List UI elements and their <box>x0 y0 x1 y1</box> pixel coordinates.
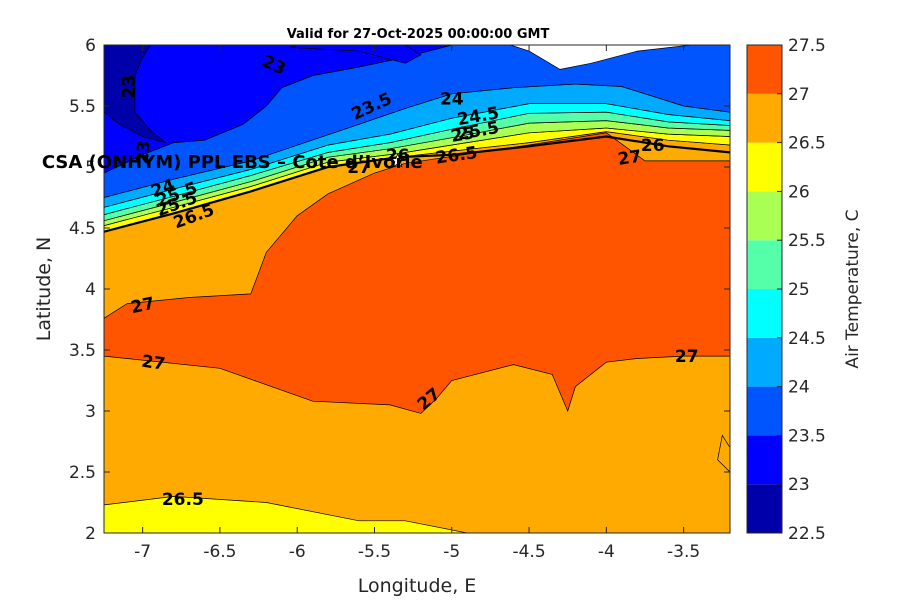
colorbar-tick-label: 24.5 <box>788 329 826 349</box>
colorbar: 22.5 23 23.5 24 24.5 25 25.5 26 26.5 27 27.5 <box>746 36 826 544</box>
x-tick-label: -5 <box>443 542 460 562</box>
colorbar-segment <box>747 435 782 485</box>
contour-label: 23 <box>120 75 140 99</box>
chart-title: Valid for 27-Oct-2025 00:00:00 GMT <box>287 27 550 42</box>
colorbar-tick-label: 26.5 <box>788 134 826 154</box>
colorbar-tick-label: 27 <box>788 85 810 105</box>
contour-label: 26.5 <box>162 490 204 510</box>
colorbar-segment <box>747 93 782 143</box>
y-tick-label: 5.5 <box>69 97 96 117</box>
colorbar-tick-label: 23.5 <box>788 426 826 446</box>
colorbar-tick-label: 25.5 <box>788 231 826 251</box>
site-label: CSA (ONHYM) PPL EBS – Cote d’Ivorie <box>42 152 423 173</box>
contour-band-3 <box>717 434 730 473</box>
contour-label: 26 <box>641 136 665 156</box>
contour-label: 23 <box>133 140 155 165</box>
colorbar-tick-label: 25 <box>788 280 810 300</box>
y-tick-label: 6 <box>85 36 96 56</box>
contour-band-12 <box>289 45 422 64</box>
x-tick-label: -6.5 <box>203 542 236 562</box>
y-tick-label: 3.5 <box>69 341 96 361</box>
contour-band-10 <box>104 45 452 174</box>
colorbar-segment <box>747 240 782 289</box>
colorbar-tick-label: 27.5 <box>788 36 826 56</box>
x-tick-label: -4 <box>598 542 615 562</box>
colorbar-segment <box>747 289 782 338</box>
y-tick-label: 4 <box>85 280 96 300</box>
y-tick-label: 2 <box>85 524 96 544</box>
x-tick-label: -7 <box>134 542 151 562</box>
contour-band-11 <box>104 45 167 143</box>
x-tick-label: -3.5 <box>667 542 700 562</box>
y-axis-label: Latitude, N <box>33 237 55 342</box>
y-tick-label: 2.5 <box>69 463 96 483</box>
contour-label: 24 <box>440 90 464 110</box>
contour-band-1 <box>104 132 730 414</box>
site-star-marker <box>389 152 406 168</box>
x-tick-label: -5.5 <box>358 542 391 562</box>
contour-label: 25 <box>449 123 476 147</box>
contour-label: 27 <box>129 294 156 318</box>
x-tick-label: -4.5 <box>512 542 545 562</box>
colorbar-segment <box>747 191 782 241</box>
colorbar-segment <box>747 142 782 192</box>
colorbar-tick-label: 22.5 <box>788 524 826 544</box>
contour-label: 27 <box>140 352 166 375</box>
contour-label: 27 <box>675 347 699 367</box>
x-tick-label: -6 <box>289 542 306 562</box>
colorbar-segment <box>747 45 782 94</box>
plot-area <box>103 44 731 534</box>
x-axis-label: Longitude, E <box>358 575 477 597</box>
colorbar-segment <box>747 484 782 533</box>
colorbar-tick-label: 24 <box>788 378 810 398</box>
colorbar-segment <box>747 386 782 436</box>
colorbar-tick-label: 23 <box>788 475 810 495</box>
colorbar-tick-label: 26 <box>788 182 810 202</box>
coastline <box>104 135 730 233</box>
colorbar-label: Air Temperature, C <box>843 209 863 368</box>
contour-label: 27 <box>347 158 371 178</box>
contour-band-2 <box>104 496 468 533</box>
y-tick-label: 4.5 <box>69 219 96 239</box>
y-tick-label: 3 <box>85 402 96 422</box>
contour-label: 27 <box>617 147 643 170</box>
colorbar-segment <box>747 337 782 387</box>
y-tick-label: 5 <box>85 158 96 178</box>
